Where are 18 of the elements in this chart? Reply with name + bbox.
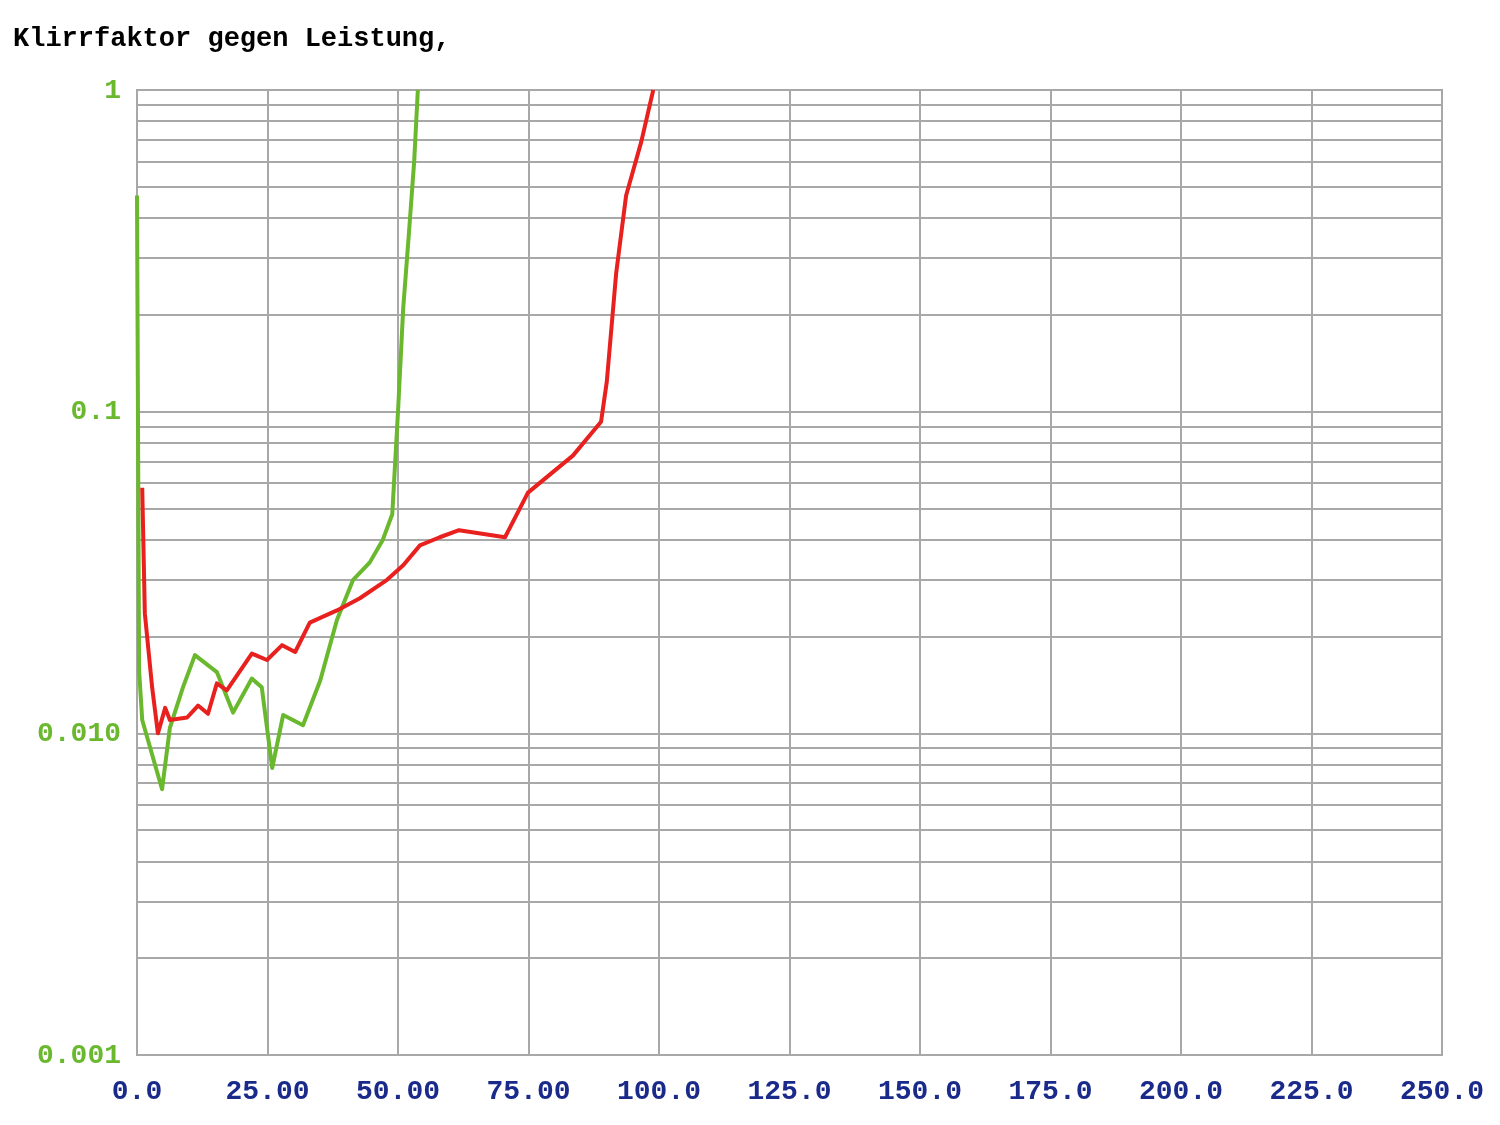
y-tick-label: 0.010 [36,717,121,749]
x-tick-label: 75.00 [486,1075,571,1107]
x-tick-label: 200.0 [1138,1075,1224,1107]
line-series [140,88,656,736]
x-tick-label: 175.0 [1008,1075,1093,1107]
y-tick-label: 0.1 [70,396,121,428]
chart-title: Klirrfaktor gegen Leistung, [13,23,451,54]
x-tick-label: 125.0 [747,1075,832,1107]
x-tick-label: 100.0 [616,1075,702,1107]
x-tick-label: 225.0 [1269,1075,1354,1107]
x-tick-label: 50.00 [355,1075,441,1107]
x-tick-label: 150.0 [877,1075,963,1107]
y-tick-label: 0.001 [36,1039,121,1071]
x-tick-label: 250.0 [1399,1075,1485,1107]
x-tick-label: 0.0 [111,1075,163,1107]
line-series [135,88,420,792]
y-tick-label: 1 [104,74,121,106]
x-tick-label: 25.00 [225,1075,310,1107]
